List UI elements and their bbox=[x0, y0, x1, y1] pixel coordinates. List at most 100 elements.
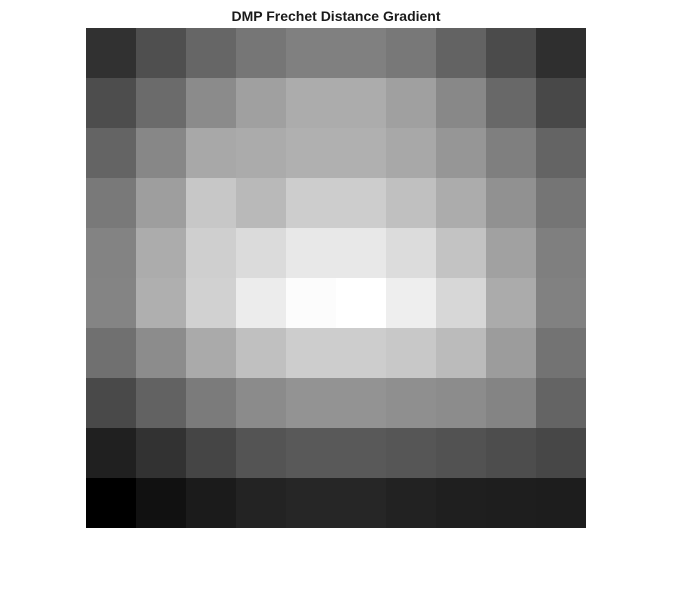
heatmap-cell-r8-c8 bbox=[436, 378, 487, 429]
heatmap-cell-r5-c6 bbox=[336, 228, 387, 279]
heatmap-cell-r5-c9 bbox=[486, 228, 537, 279]
heatmap-cell-r1-c1 bbox=[86, 28, 137, 79]
heatmap-cell-r6-c5 bbox=[286, 278, 337, 329]
heatmap-cell-r8-c7 bbox=[386, 378, 437, 429]
heatmap-cell-r2-c9 bbox=[486, 78, 537, 129]
heatmap-cell-r3-c1 bbox=[86, 128, 137, 179]
heatmap-cell-r8-c3 bbox=[186, 378, 237, 429]
heatmap-cell-r9-c10 bbox=[536, 428, 586, 479]
heatmap-cell-r1-c5 bbox=[286, 28, 337, 79]
heatmap-cell-r10-c9 bbox=[486, 478, 537, 528]
heatmap-cell-r9-c9 bbox=[486, 428, 537, 479]
heatmap-cell-r6-c10 bbox=[536, 278, 586, 329]
heatmap-cell-r1-c9 bbox=[486, 28, 537, 79]
heatmap-cell-r2-c10 bbox=[536, 78, 586, 129]
chart-title: DMP Frechet Distance Gradient bbox=[231, 8, 441, 24]
heatmap-cell-r6-c6 bbox=[336, 278, 387, 329]
heatmap-cell-r10-c5 bbox=[286, 478, 337, 528]
heatmap-cell-r8-c5 bbox=[286, 378, 337, 429]
heatmap-cell-r10-c4 bbox=[236, 478, 287, 528]
heatmap-cell-r7-c3 bbox=[186, 328, 237, 379]
heatmap-cell-r2-c1 bbox=[86, 78, 137, 129]
heatmap-cell-r6-c1 bbox=[86, 278, 137, 329]
heatmap-cell-r3-c2 bbox=[136, 128, 187, 179]
heatmap-cell-r3-c10 bbox=[536, 128, 586, 179]
heatmap-cell-r4-c3 bbox=[186, 178, 237, 229]
heatmap-cell-r2-c5 bbox=[286, 78, 337, 129]
heatmap-cell-r9-c4 bbox=[236, 428, 287, 479]
heatmap-cell-r3-c3 bbox=[186, 128, 237, 179]
heatmap-cell-r6-c2 bbox=[136, 278, 187, 329]
heatmap-cell-r1-c4 bbox=[236, 28, 287, 79]
heatmap-cell-r7-c1 bbox=[86, 328, 137, 379]
heatmap-cell-r4-c5 bbox=[286, 178, 337, 229]
heatmap-cell-r1-c7 bbox=[386, 28, 437, 79]
heatmap-cell-r4-c2 bbox=[136, 178, 187, 229]
heatmap-cell-r10-c7 bbox=[386, 478, 437, 528]
heatmap-cell-r2-c8 bbox=[436, 78, 487, 129]
heatmap-cell-r6-c3 bbox=[186, 278, 237, 329]
heatmap-cell-r8-c6 bbox=[336, 378, 387, 429]
heatmap-cell-r5-c5 bbox=[286, 228, 337, 279]
heatmap-cell-r9-c6 bbox=[336, 428, 387, 479]
heatmap-cell-r4-c4 bbox=[236, 178, 287, 229]
heatmap-cell-r2-c2 bbox=[136, 78, 187, 129]
heatmap-cell-r3-c8 bbox=[436, 128, 487, 179]
heatmap-cell-r5-c2 bbox=[136, 228, 187, 279]
heatmap-cell-r4-c1 bbox=[86, 178, 137, 229]
heatmap-cell-r8-c1 bbox=[86, 378, 137, 429]
heatmap-cell-r9-c2 bbox=[136, 428, 187, 479]
heatmap-cell-r2-c6 bbox=[336, 78, 387, 129]
heatmap-cell-r5-c10 bbox=[536, 228, 586, 279]
heatmap-cell-r9-c7 bbox=[386, 428, 437, 479]
heatmap-cell-r10-c2 bbox=[136, 478, 187, 528]
heatmap-cell-r3-c5 bbox=[286, 128, 337, 179]
heatmap-cell-r1-c10 bbox=[536, 28, 586, 79]
heatmap-cell-r5-c1 bbox=[86, 228, 137, 279]
heatmap-cell-r7-c6 bbox=[336, 328, 387, 379]
heatmap-cell-r3-c6 bbox=[336, 128, 387, 179]
heatmap-cell-r8-c9 bbox=[486, 378, 537, 429]
heatmap-cell-r7-c9 bbox=[486, 328, 537, 379]
heatmap-cell-r2-c4 bbox=[236, 78, 287, 129]
heatmap-cell-r9-c1 bbox=[86, 428, 137, 479]
heatmap-cell-r1-c6 bbox=[336, 28, 387, 79]
heatmap-cell-r4-c10 bbox=[536, 178, 586, 229]
heatmap-cell-r6-c4 bbox=[236, 278, 287, 329]
heatmap-cell-r6-c7 bbox=[386, 278, 437, 329]
heatmap-cell-r7-c10 bbox=[536, 328, 586, 379]
heatmap-cell-r1-c8 bbox=[436, 28, 487, 79]
heatmap-cell-r5-c3 bbox=[186, 228, 237, 279]
heatmap-cell-r3-c7 bbox=[386, 128, 437, 179]
heatmap-cell-r5-c8 bbox=[436, 228, 487, 279]
heatmap-cell-r7-c4 bbox=[236, 328, 287, 379]
heatmap-cell-r1-c3 bbox=[186, 28, 237, 79]
heatmap-cell-r8-c2 bbox=[136, 378, 187, 429]
heatmap-cell-r7-c8 bbox=[436, 328, 487, 379]
heatmap-cell-r7-c7 bbox=[386, 328, 437, 379]
heatmap-cell-r7-c5 bbox=[286, 328, 337, 379]
heatmap-cell-r6-c9 bbox=[486, 278, 537, 329]
heatmap-cell-r4-c7 bbox=[386, 178, 437, 229]
heatmap-cell-r9-c5 bbox=[286, 428, 337, 479]
heatmap-cell-r10-c1 bbox=[86, 478, 137, 528]
heatmap-cell-r10-c10 bbox=[536, 478, 586, 528]
heatmap-cell-r6-c8 bbox=[436, 278, 487, 329]
heatmap-cell-r8-c10 bbox=[536, 378, 586, 429]
heatmap-cell-r3-c4 bbox=[236, 128, 287, 179]
heatmap-cell-r5-c7 bbox=[386, 228, 437, 279]
heatmap-cell-r10-c6 bbox=[336, 478, 387, 528]
heatmap-cell-r1-c2 bbox=[136, 28, 187, 79]
heatmap-cell-r10-c8 bbox=[436, 478, 487, 528]
heatmap-cell-r4-c8 bbox=[436, 178, 487, 229]
heatmap-cell-r5-c4 bbox=[236, 228, 287, 279]
heatmap-cell-r9-c3 bbox=[186, 428, 237, 479]
heatmap-cell-r10-c3 bbox=[186, 478, 237, 528]
heatmap-cell-r2-c7 bbox=[386, 78, 437, 129]
heatmap-cell-r4-c6 bbox=[336, 178, 387, 229]
heatmap-cell-r9-c8 bbox=[436, 428, 487, 479]
heatmap-cell-r8-c4 bbox=[236, 378, 287, 429]
heatmap-cell-r2-c3 bbox=[186, 78, 237, 129]
heatmap-cell-r4-c9 bbox=[486, 178, 537, 229]
